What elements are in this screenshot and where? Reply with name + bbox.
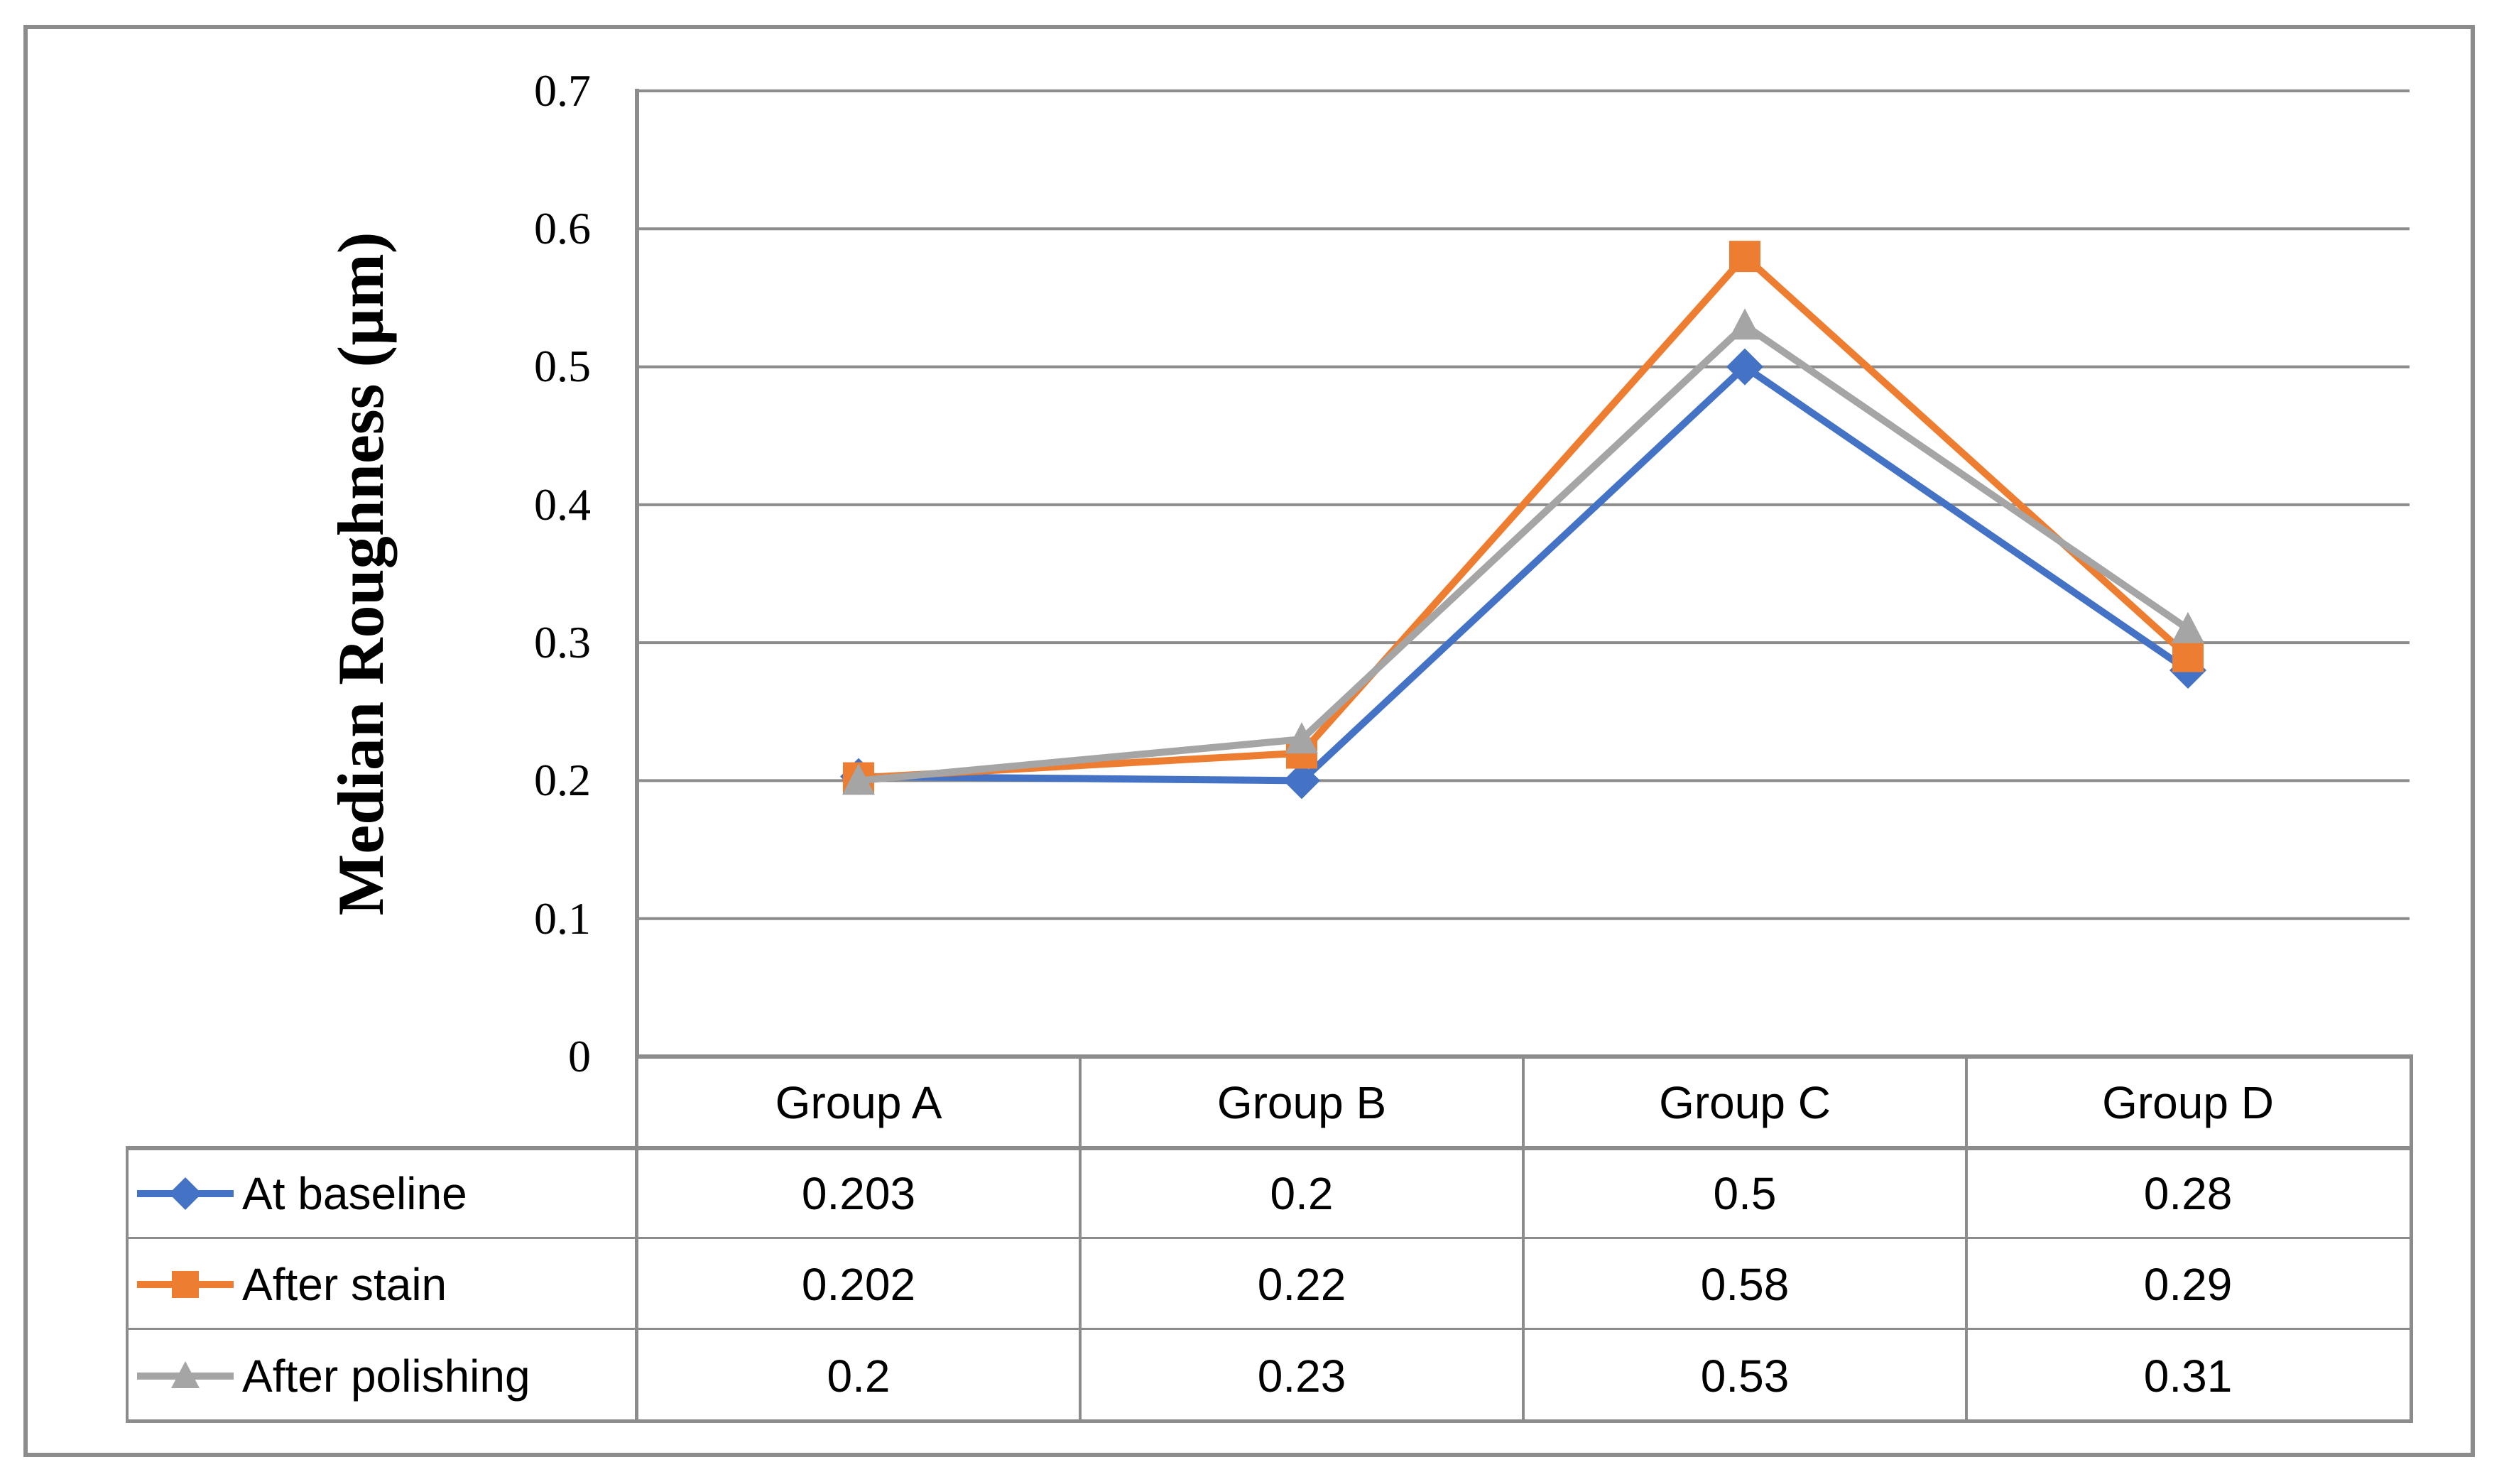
column-header: Group A [775, 1076, 942, 1128]
y-tick-label: 0.5 [534, 341, 591, 391]
y-tick-label: 0.2 [534, 755, 591, 805]
column-header: Group C [1659, 1076, 1831, 1128]
legend-label: At baseline [242, 1168, 467, 1219]
table-cell: 0.53 [1700, 1350, 1790, 1402]
table-border [1522, 1054, 1525, 1423]
diamond-marker-icon [137, 1177, 234, 1210]
table-border [126, 1146, 2413, 1150]
table-border [126, 1419, 2413, 1423]
table-border [126, 1237, 2413, 1239]
y-tick-label: 0.3 [534, 617, 591, 667]
table-cell: 0.22 [1257, 1259, 1346, 1310]
legend-item: After polishing [129, 1332, 635, 1419]
legend-label: After stain [242, 1259, 447, 1310]
table-border [126, 1146, 129, 1423]
table-border [635, 1054, 638, 1423]
y-tick-label: 0 [568, 1031, 591, 1081]
y-tick-label: 0.6 [534, 203, 591, 253]
table-cell: 0.28 [2143, 1168, 2233, 1219]
column-header: Group B [1216, 1076, 1387, 1128]
table-border [1965, 1054, 1968, 1423]
table-cell: 0.2 [827, 1350, 891, 1402]
table-cell: 0.31 [2143, 1350, 2233, 1402]
table-cell: 0.2 [1270, 1168, 1334, 1219]
y-tick-label: 0.1 [534, 893, 591, 944]
y-tick-label: 0.4 [534, 479, 591, 530]
y-tick-label: 0.7 [534, 65, 591, 116]
table-cell: 0.23 [1257, 1350, 1346, 1402]
table-cell: 0.5 [1713, 1168, 1777, 1219]
square-marker-icon [137, 1271, 234, 1298]
table-cell: 0.29 [2143, 1259, 2233, 1310]
triangle-marker-icon [137, 1360, 234, 1388]
table-cell: 0.58 [1700, 1259, 1790, 1310]
column-header: Group D [2102, 1076, 2274, 1128]
legend-item: After stain [129, 1241, 635, 1328]
legend-item: At baseline [129, 1150, 635, 1237]
table-cell: 0.203 [801, 1168, 916, 1219]
table-border [126, 1328, 2413, 1330]
legend-label: After polishing [242, 1350, 530, 1402]
table-cell: 0.202 [801, 1259, 916, 1310]
category-axis-line [637, 1054, 2413, 1059]
table-border [1079, 1054, 1082, 1423]
figure-border [23, 25, 2475, 1457]
table-border [2410, 1054, 2413, 1423]
